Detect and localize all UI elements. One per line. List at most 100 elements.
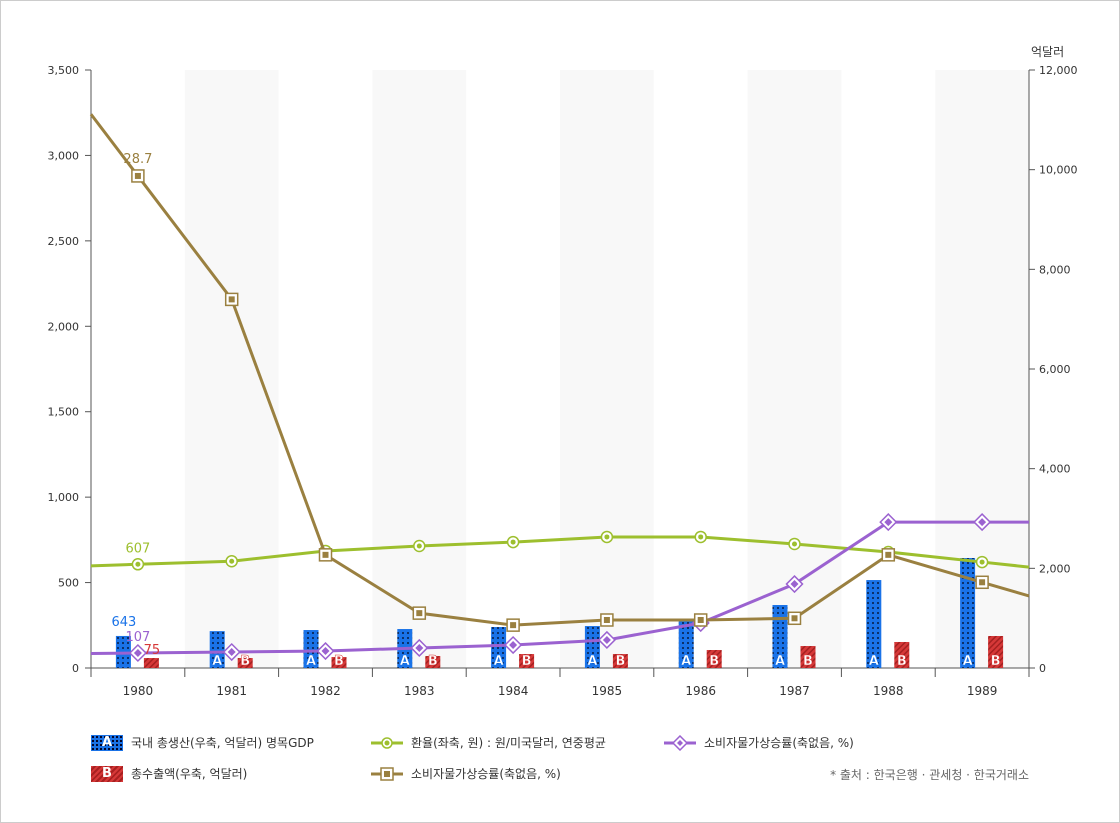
bar-marker-label: B — [522, 654, 532, 669]
bar-b — [988, 636, 1004, 668]
bar-marker-label: A — [400, 654, 410, 669]
bar-a — [960, 558, 976, 668]
diamond-marker-dot — [509, 641, 518, 650]
bar-a-swatch-icon: A — [91, 734, 123, 751]
bar-a — [491, 627, 507, 668]
x-tick-label: 1985 — [592, 684, 623, 698]
circle-marker-dot — [416, 543, 422, 549]
square-marker-dot — [603, 616, 610, 623]
circle-marker-dot — [604, 534, 610, 540]
diamond-marker-dot — [321, 647, 330, 656]
bar-b — [894, 641, 910, 668]
circle-marker-dot — [135, 561, 141, 567]
right-tick-label: 4,000 — [1039, 463, 1071, 476]
square-marker-dot — [510, 622, 517, 629]
circle-marker-dot — [510, 539, 516, 545]
circle-marker-icon — [371, 736, 403, 749]
legend-item-gdp[interactable]: A 국내 총생산(우축, 억달러) 명목GDP — [91, 734, 314, 751]
bar-marker-label: A — [869, 654, 879, 669]
x-tick-label: 1989 — [967, 684, 998, 698]
x-tick-label: 1980 — [123, 684, 154, 698]
diamond-marker-dot — [133, 649, 142, 658]
bar-marker-label: A — [212, 654, 222, 669]
square-marker-dot — [228, 296, 235, 303]
x-tick-label: 1981 — [216, 684, 247, 698]
exports-data-label: 75 — [144, 643, 161, 658]
category-band — [935, 70, 1029, 668]
diamond-marker-icon — [664, 734, 696, 751]
diamond-marker-dot — [227, 648, 236, 657]
left-tick-label: 2,500 — [48, 235, 80, 248]
square-marker-dot — [791, 615, 798, 622]
legend-label: 환율(좌축, 원) : 원/미국달러, 연중평균 — [411, 736, 606, 750]
cpi-purple-data-label: 107 — [125, 630, 150, 645]
bar-b — [612, 654, 628, 668]
series-line-4 — [89, 113, 1030, 627]
square-marker-dot — [134, 172, 141, 179]
square-marker-dot — [885, 551, 892, 558]
square-marker-icon — [371, 766, 403, 781]
legend-item-cpi-brown[interactable]: 소비자물가상승률(축없음, %) — [371, 765, 561, 782]
bar-a — [866, 580, 882, 668]
diamond-marker-dot — [415, 643, 424, 652]
diamond-marker-dot — [602, 635, 611, 644]
bar-marker-label: A — [963, 654, 973, 669]
category-band — [560, 70, 654, 668]
x-tick-label: 1987 — [779, 684, 810, 698]
bar-b — [331, 657, 347, 668]
exchange-data-label: 607 — [125, 541, 150, 556]
bar-b — [237, 658, 253, 668]
right-axis-unit: 억달러 — [1031, 45, 1064, 59]
left-tick-label: 0 — [72, 662, 79, 675]
bar-b-swatch-icon: B — [91, 765, 123, 782]
x-tick-label: 1984 — [498, 684, 529, 698]
category-band — [372, 70, 467, 668]
circle-marker-dot — [979, 559, 985, 565]
bar-marker-label: A — [494, 654, 504, 669]
bar-b — [706, 650, 722, 668]
legend-label: 소비자물가상승률(축없음, %) — [704, 736, 854, 750]
bar-marker-label: B — [428, 654, 438, 669]
bar-a — [678, 619, 694, 668]
diamond-marker-dot — [978, 518, 987, 527]
bar-a — [303, 630, 319, 668]
source-note: * 출처 : 한국은행 · 관세청 · 한국거래소 — [830, 768, 1029, 782]
bar-b — [425, 656, 441, 668]
square-marker-dot — [322, 551, 329, 558]
legend-label: 소비자물가상승률(축없음, %) — [411, 767, 561, 781]
series-line-2 — [90, 535, 1030, 569]
left-tick-label: 1,000 — [48, 491, 80, 504]
diamond-marker-dot — [790, 580, 799, 589]
circle-marker-dot — [229, 558, 235, 564]
bar-marker-label: B — [615, 654, 625, 669]
bar-b — [143, 658, 159, 668]
legend-item-cpi-purple[interactable]: 소비자물가상승률(축없음, %) — [664, 734, 854, 751]
bar-marker-label: B — [240, 654, 250, 669]
series-line-3 — [90, 520, 1029, 655]
legend-item-exchange[interactable]: 환율(좌축, 원) : 원/미국달러, 연중평균 — [371, 734, 606, 751]
bar-marker-label: B — [991, 654, 1001, 669]
x-tick-label: 1988 — [873, 684, 904, 698]
square-marker-dot — [416, 610, 423, 617]
bar-marker-label: B — [803, 654, 813, 669]
left-tick-label: 500 — [58, 577, 79, 590]
legend-label: 국내 총생산(우축, 억달러) 명목GDP — [131, 736, 314, 750]
bar-marker-label: B — [709, 654, 719, 669]
bar-marker-label: B — [897, 654, 907, 669]
left-tick-label: 2,000 — [48, 320, 80, 333]
right-tick-label: 6,000 — [1039, 363, 1071, 376]
bar-marker-label: A — [306, 654, 316, 669]
bar-marker-label: B — [334, 654, 344, 669]
right-tick-label: 0 — [1039, 662, 1046, 675]
bar-a — [209, 631, 225, 668]
right-tick-label: 10,000 — [1039, 164, 1078, 177]
square-marker-dot — [979, 579, 986, 586]
x-tick-label: 1986 — [685, 684, 716, 698]
bar-b — [519, 654, 535, 668]
diamond-marker-dot — [884, 518, 893, 527]
legend-item-exports[interactable]: B 총수출액(우축, 억달러) — [91, 765, 247, 782]
cpi-brown-data-label: 28.7 — [123, 152, 152, 167]
bar-a — [772, 605, 788, 668]
circle-marker-dot — [792, 541, 797, 547]
